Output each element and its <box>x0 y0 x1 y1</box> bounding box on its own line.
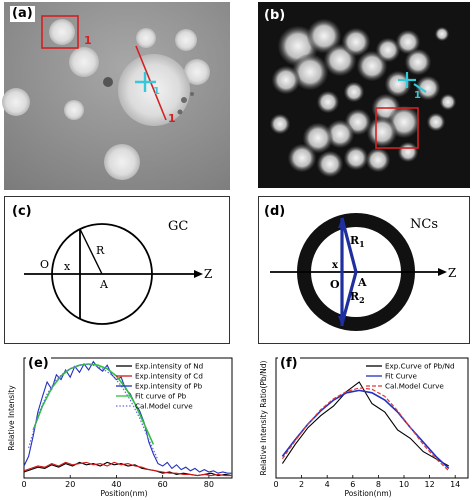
label-z-d: Z <box>448 266 456 280</box>
x-tick-label-f-6: 12 <box>425 480 435 489</box>
series-line-e-3 <box>32 363 155 445</box>
panel-e: 0 20 40 60 80 Position(nm) Relative Intensity E… <box>0 350 236 500</box>
radius-r2-line <box>340 271 358 325</box>
legend-entry-e-4: Cal.Model curve <box>135 402 193 411</box>
marker-cross-label-a: 1 <box>153 86 160 97</box>
panel-label-a: (a) <box>10 6 35 22</box>
series-line-e-1 <box>23 461 232 477</box>
selection-box-a <box>41 15 79 49</box>
panel-d: NCs R1 R2 O x A Z (d) <box>258 196 470 344</box>
chart-e: 0 20 40 60 80 Position(nm) Relative Intensity E… <box>7 357 233 498</box>
z-axis-arrow-d <box>438 268 447 276</box>
x-tick-label-e-2: 40 <box>111 480 121 489</box>
y-axis-label-e: Relative Intensity <box>7 385 16 451</box>
x-tick-label-f-4: 8 <box>376 480 381 489</box>
marker-cross-label-b: 1 <box>414 90 421 101</box>
panel-label-d: (d) <box>262 204 288 220</box>
legend-entry-f-1: Fit Curve <box>385 372 417 381</box>
x-axis-label-e: Position(nm) <box>100 489 147 498</box>
selection-box-b <box>375 107 419 149</box>
marker-box-label-a: 1 <box>84 34 92 47</box>
haadf-image-b <box>258 2 470 188</box>
series-line-f-2 <box>281 387 450 472</box>
schematic-ncs: NCs R1 R2 O x A Z <box>258 196 470 344</box>
x-tick-label-e-1: 20 <box>65 480 75 489</box>
x-tick-label-f-0: 0 <box>273 480 278 489</box>
legend-entry-e-0: Exp.intensity of Nd <box>135 362 203 371</box>
legend-entry-e-3: Fit curve of Pb <box>135 392 187 401</box>
panel-f: 0 2 4 6 8 10 12 14 Position(nm) Relative Intensit… <box>256 350 472 500</box>
series-line-e-4 <box>28 363 159 461</box>
x-tick-label-f-7: 14 <box>450 480 460 489</box>
label-x-d: x <box>332 260 339 271</box>
x-axis-label-f: Position(nm) <box>344 489 391 498</box>
x-tick-label-f-1: 2 <box>299 480 304 489</box>
schematic-gc: GC R O x A Z <box>4 196 230 344</box>
plot-frame-f <box>275 357 469 479</box>
r1-arrowhead <box>338 218 346 228</box>
x-tick-label-f-5: 10 <box>399 480 409 489</box>
legend-entry-e-1: Exp.intensity of Cd <box>135 372 203 381</box>
panel-a: 1 1 1 (a) <box>2 2 230 190</box>
annotations-b: 1 <box>375 72 427 149</box>
label-o-c: O <box>40 258 49 271</box>
cross-marker-b <box>398 72 427 93</box>
y-axis-label-f: Relative Intensity Ratio(Pb/Nd) <box>259 360 268 475</box>
label-a-d: A <box>357 276 367 289</box>
z-axis-arrow-c <box>194 270 203 278</box>
title-c: GC <box>168 219 188 234</box>
panel-label-b: (b) <box>264 8 286 23</box>
chart-f: 0 2 4 6 8 10 12 14 Position(nm) Relative Intensit… <box>259 357 469 498</box>
label-r-c: R <box>96 244 105 257</box>
label-x-c: x <box>64 260 71 273</box>
legend-entry-f-2: Cal.Model Curve <box>385 382 444 391</box>
panel-label-f: (f) <box>278 356 300 372</box>
panel-b: 1 (b) <box>258 2 470 188</box>
annotations-a: 1 1 1 <box>41 15 176 125</box>
x-tick-label-e-4: 80 <box>204 480 214 489</box>
title-d: NCs <box>410 217 438 232</box>
legend-entry-f-0: Exp.Curve of Pb/Nd <box>385 362 455 371</box>
marker-line-label-a: 1 <box>168 112 176 125</box>
x-tick-label-e-0: 0 <box>21 480 26 489</box>
radius-line-c <box>79 228 103 275</box>
x-tick-label-e-3: 60 <box>158 480 168 489</box>
cross-marker-a <box>135 72 156 92</box>
series-line-f-0 <box>281 381 450 467</box>
x-tick-label-f-2: 4 <box>325 480 330 489</box>
series-line-f-1 <box>281 389 450 469</box>
r2-arrowhead <box>338 316 346 326</box>
label-a-c: A <box>99 278 109 291</box>
panel-c: GC R O x A Z (c) <box>4 196 230 344</box>
legend-entry-e-2: Exp.intensity of Pb <box>135 382 203 391</box>
label-r1-d: R1 <box>350 234 365 249</box>
label-z-c: Z <box>204 267 212 281</box>
panel-label-e: (e) <box>26 356 51 372</box>
x-tick-label-f-3: 6 <box>350 480 355 489</box>
panel-label-c: (c) <box>10 204 34 220</box>
label-o-d: O <box>330 278 340 291</box>
label-r2-d: R2 <box>350 290 365 305</box>
